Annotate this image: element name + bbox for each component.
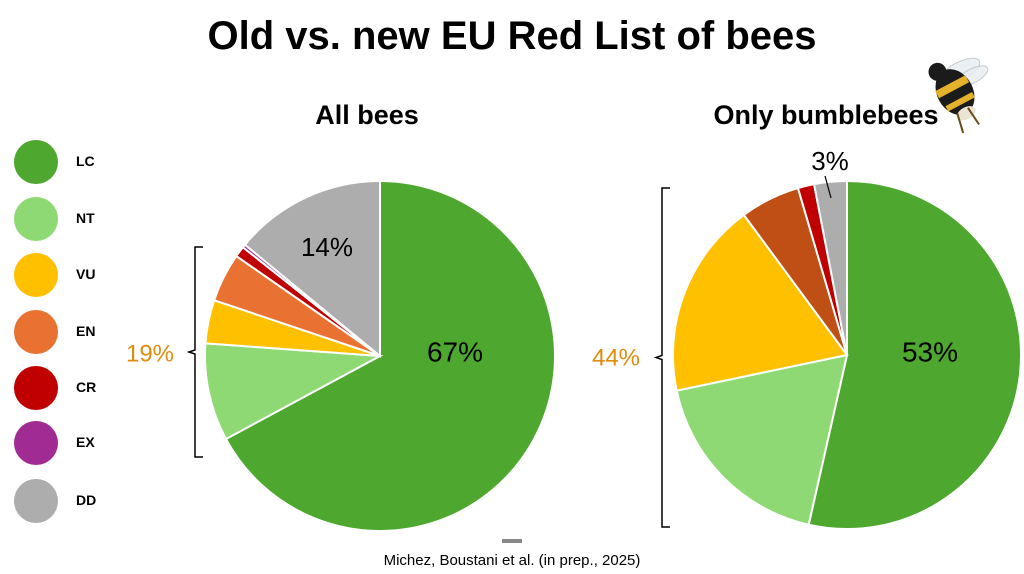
bracket-label-1: 44% [592,345,640,372]
legend-item-vu: VU [14,253,154,297]
legend-label-vu: VU [76,266,96,282]
legend-label-dd: DD [76,492,97,508]
legend-item-ex: EX [14,421,154,465]
pie-only-bumblebees: 53% 3% [672,146,1022,530]
legend-swatch-ex [14,421,58,465]
legend-item-nt: NT [14,197,154,241]
bracket-label-0: 19% [126,341,174,368]
legend-item-dd: DD [14,479,154,523]
pie-all-bees: 67% 14% [204,179,556,532]
source-note: Michez, Boustani et al. (in prep., 2025) [383,552,641,569]
bumblebee-icon [928,57,989,134]
legend-swatch-dd [14,479,58,523]
legend-label-en: EN [76,323,96,339]
legend-label-cr: CR [76,379,97,395]
slice-lc [224,179,556,532]
legend-item-en: EN [14,310,154,354]
legend-swatch-en [14,310,58,354]
legend-item-cr: CR [14,366,154,410]
legend-swatch-lc [14,140,58,184]
slice-dd [812,179,848,356]
legend-swatch-cr [14,366,58,410]
bracket-0 [186,246,203,458]
data-label-lc: 53% [902,337,958,368]
slice-nt [675,353,849,526]
legend-label-ex: EX [76,434,95,450]
data-label-dd: 3% [811,146,849,176]
data-label-dd: 14% [301,232,353,262]
slice-lc [807,179,1022,530]
legend-label-lc: LC [76,153,95,169]
slice-vu [672,213,849,392]
legend-item-lc: LC [14,140,154,184]
legend-swatch-vu [14,253,58,297]
data-label-lc: 67% [427,337,483,368]
legend-label-nt: NT [76,210,95,226]
leader-line-dd [824,175,832,199]
chart-title: Old vs. new EU Red List of bees [207,14,817,58]
slice-dd [243,179,381,359]
pie-title-all-bees: All bees [315,100,419,130]
bracket-1 [653,187,670,528]
brackets: 19% 44% [126,187,670,528]
slice-nt [204,342,384,441]
legend-swatch-nt [14,197,58,241]
pie-title-only-bumblebees: Only bumblebees [713,100,939,130]
slide-marker [502,539,522,543]
